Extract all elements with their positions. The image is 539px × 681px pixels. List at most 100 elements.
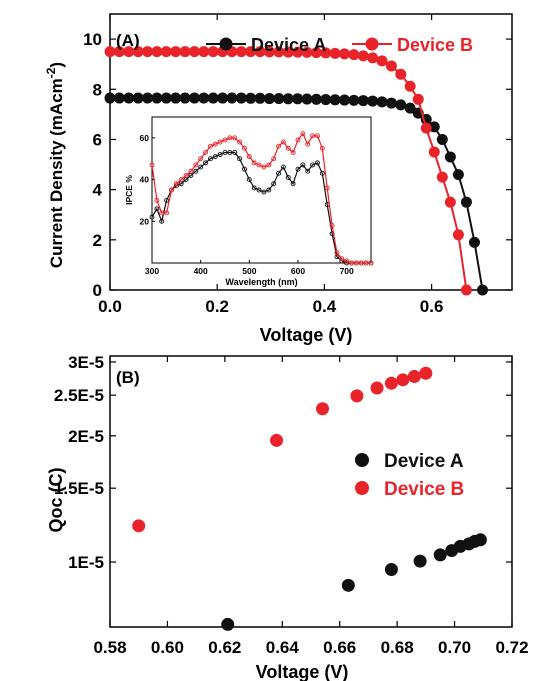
inset-x-tick-label-700: 700 [340, 266, 354, 276]
panel-b-label: (B) [116, 368, 140, 387]
data-point-device-a [292, 93, 304, 105]
inset-y-tick-label-60: 60 [140, 133, 150, 143]
panel-b-legend: Device A Device B [355, 451, 464, 500]
data-point-device-a [160, 92, 172, 104]
y-tick-label-8: 8 [93, 80, 102, 99]
panel-a-y-axis-label: Current Density (mAcm-2) [44, 62, 66, 268]
data-point-device-b [404, 80, 416, 92]
panel-a-label: (A) [116, 31, 140, 50]
inset-data-point-device-a [242, 166, 247, 172]
inset-data-point-device-a [271, 181, 277, 187]
data-point-device-b [198, 46, 210, 58]
data-point-device-b [385, 60, 397, 72]
data-point-device-a [339, 94, 350, 106]
y-tick-label-2-5e-5: 2.5E-5 [54, 386, 104, 405]
data-point-device-b [376, 55, 388, 67]
inset-y-tick-label-20: 20 [140, 216, 150, 226]
inset-data-point-device-a [246, 177, 252, 183]
data-point-device-b [357, 50, 369, 62]
inset-data-point-device-a [266, 187, 272, 193]
x-tick-label-0-62: 0.62 [208, 638, 241, 657]
inset-data-point-device-a [203, 160, 208, 166]
inset-data-point-device-b [173, 181, 179, 187]
legend-marker-device-b [365, 37, 379, 51]
y-tick-label-4: 4 [93, 181, 103, 200]
inset-x-tick-label-500: 500 [242, 266, 256, 276]
inset-data-point-device-b [358, 260, 364, 266]
x-tick-label-0-4: 0.4 [313, 297, 337, 316]
data-point-device-a [254, 92, 266, 104]
inset-data-point-device-b [212, 141, 218, 147]
legend-label-device-a: Device A [384, 451, 464, 472]
data-point-device-a [357, 95, 369, 107]
y-tick-label-1-5e-5: 1.5E-5 [54, 479, 104, 498]
inset-data-point-device-b [149, 162, 155, 168]
panel-b-y-axis-label: Qoc (C) [46, 467, 66, 532]
inset-data-point-device-a [315, 160, 320, 166]
panel-b: 0.58 0.60 0.62 0.64 0.66 0.68 0.70 0.72 1E-5 1.5E… [46, 353, 529, 681]
inset-data-point-device-b [285, 145, 291, 151]
inset-data-point-device-a [319, 170, 325, 176]
inset-data-point-device-b [159, 210, 165, 216]
inset-data-point-device-a [149, 214, 155, 220]
inset-data-point-device-a [227, 150, 233, 155]
data-point-device-a [221, 617, 235, 631]
panel-b-ticks: 0.58 0.60 0.62 0.64 0.66 0.68 0.70 0.72 1E-5 1.5E… [54, 353, 529, 657]
inset-data-point-device-a [193, 168, 199, 174]
inset-data-point-device-b [232, 135, 238, 141]
inset-data-point-device-a [159, 218, 165, 224]
data-point-device-b [170, 46, 182, 58]
data-point-device-a [132, 92, 144, 104]
inset-data-point-device-a [290, 181, 296, 187]
data-point-device-b [460, 284, 472, 296]
inset-data-point-device-b [300, 131, 306, 137]
inset-data-point-device-a [222, 150, 228, 155]
panel-a-ticks: 0.0 0.2 0.4 0.6 0 2 4 6 8 10 [83, 14, 512, 316]
inset-data-point-device-a [212, 154, 218, 160]
inset-data-point-device-b [280, 139, 286, 145]
data-point-device-b [273, 46, 285, 58]
inset-data-point-device-a [295, 166, 301, 172]
inset-data-point-device-a [217, 152, 223, 157]
data-point-device-b [419, 366, 433, 380]
legend-marker-device-a [219, 37, 233, 51]
data-point-device-a [329, 94, 341, 106]
inset-data-point-device-b [315, 133, 320, 139]
inset-data-point-device-a [237, 156, 243, 162]
inset-data-point-device-b [266, 162, 272, 168]
data-point-device-a [217, 92, 229, 104]
data-point-device-b [339, 48, 350, 60]
inset-data-point-device-b [188, 168, 194, 174]
data-point-device-b [142, 46, 154, 58]
data-point-device-b [329, 47, 341, 59]
y-tick-label-3e-5: 3E-5 [68, 353, 104, 372]
inset-data-point-device-a [276, 170, 281, 176]
data-point-device-b [292, 46, 304, 58]
data-point-device-b [310, 47, 322, 59]
inset-data-point-device-b [169, 187, 174, 193]
x-tick-label-0-70: 0.70 [438, 638, 471, 657]
inset-data-point-device-a [256, 187, 262, 193]
inset-data-point-device-b [217, 139, 223, 145]
inset-y-tick-label-40: 40 [140, 175, 150, 185]
data-point-device-b [179, 46, 191, 58]
y-tick-label-2e-5: 2E-5 [68, 427, 104, 446]
data-point-device-b [282, 46, 294, 58]
data-point-device-a [444, 151, 456, 163]
x-tick-label-0-66: 0.66 [323, 638, 356, 657]
data-point-device-a [348, 94, 360, 106]
panel-a-plot-frame [109, 13, 513, 291]
data-point-device-b [151, 46, 163, 58]
inset-data-point-device-b [178, 177, 184, 183]
x-tick-label-0-6: 0.6 [420, 297, 444, 316]
inset-data-point-device-b [310, 133, 316, 139]
inset-data-point-device-b [305, 141, 311, 147]
data-point-device-b [370, 381, 384, 395]
data-point-device-a [113, 92, 125, 104]
legend-label-device-a: Device A [251, 35, 326, 55]
inset-series-line-device-b [151, 132, 371, 264]
inset-data-point-device-b [344, 258, 350, 264]
inset-data-point-device-a [198, 164, 204, 170]
data-point-device-a [385, 97, 397, 109]
